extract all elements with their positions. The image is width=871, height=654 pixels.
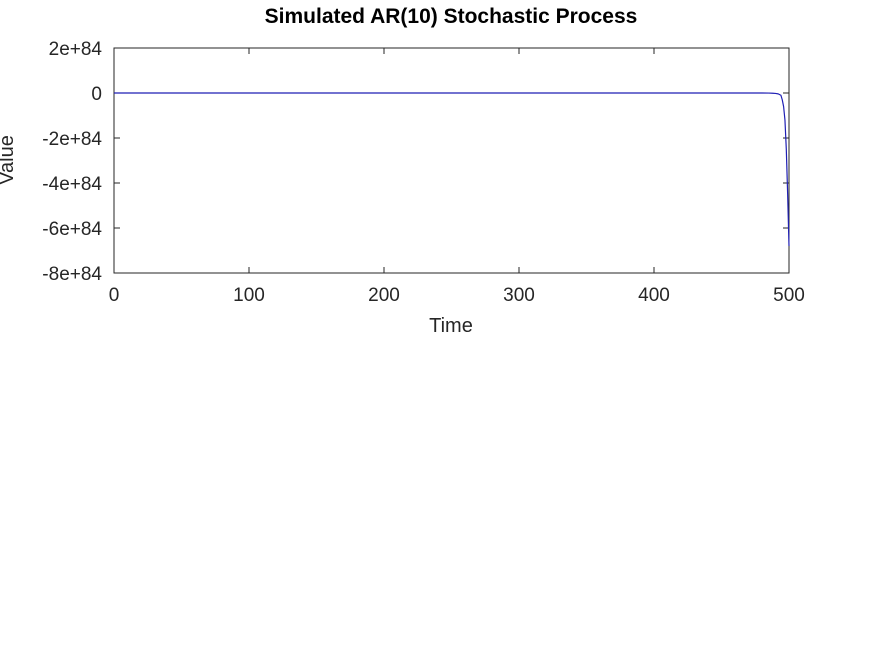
y-tick-label: -4e+84 [42, 174, 102, 195]
x-tick-label: 500 [773, 285, 805, 306]
plot-frame [113, 47, 790, 274]
y-tick-label: -2e+84 [42, 129, 102, 150]
y-axis: 2e+84 0 -2e+84 -4e+84 -6e+84 -8e+84 [42, 39, 789, 285]
x-axis: 0 100 200 300 400 500 [109, 48, 805, 306]
y-tick-label: -8e+84 [42, 264, 102, 285]
y-tick-label: 2e+84 [49, 39, 103, 60]
y-axis-title: Value [0, 135, 18, 185]
x-tick-label: 0 [109, 285, 120, 306]
x-tick-label: 100 [233, 285, 265, 306]
series-line-1 [114, 92, 790, 247]
x-tick-label: 300 [503, 285, 535, 306]
y-tick-label: -6e+84 [42, 219, 102, 240]
chart-title: Simulated AR(10) Stochastic Process [265, 5, 638, 28]
y-tick-label: 0 [91, 84, 102, 105]
series-layer [114, 92, 790, 247]
x-axis-title: Time [429, 315, 473, 337]
x-tick-label: 200 [368, 285, 400, 306]
x-tick-label: 400 [638, 285, 670, 306]
plot-area: 0 100 200 300 400 500 2e+84 0 -2e+84 -4e+84 -6e+8… [42, 39, 805, 306]
